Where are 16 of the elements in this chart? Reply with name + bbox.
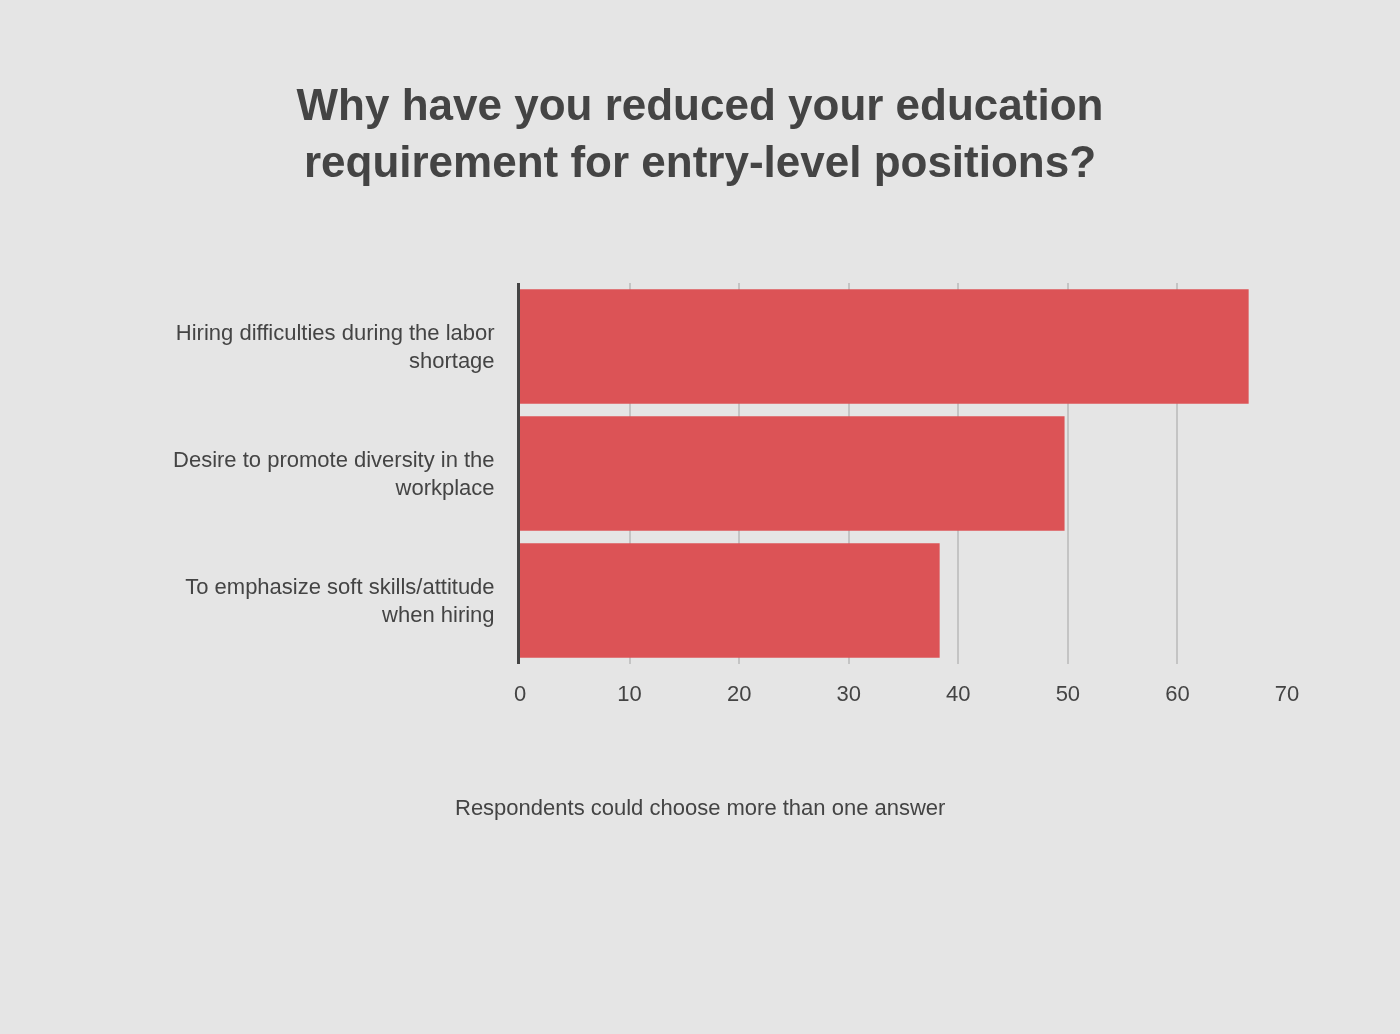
x-tick-label: 30 [836, 681, 861, 706]
x-tick-label: 50 [1055, 681, 1081, 706]
bar [520, 289, 1249, 404]
x-tick-label: 40 [946, 681, 971, 706]
x-tick-label: 20 [726, 681, 752, 706]
text: Respondents could choose more than one answer [455, 795, 946, 820]
x-tick-label: 0 [513, 681, 527, 706]
y-tick-label: Desire to promote diversity in the workplace [173, 446, 495, 501]
bar [520, 416, 1065, 531]
x-tick-label: 70 [1274, 681, 1300, 706]
x-tick-label: 60 [1165, 681, 1190, 706]
chart-title: Why have you reduced your education requirement for entry-level positions? [296, 80, 1104, 187]
bar [520, 543, 940, 658]
x-tick-label: 10 [617, 681, 642, 706]
y-tick-label: To emphasize soft skills/attitude when hiring [185, 573, 495, 628]
y-tick-label: Hiring difficulties during the labor shortage [175, 319, 495, 374]
